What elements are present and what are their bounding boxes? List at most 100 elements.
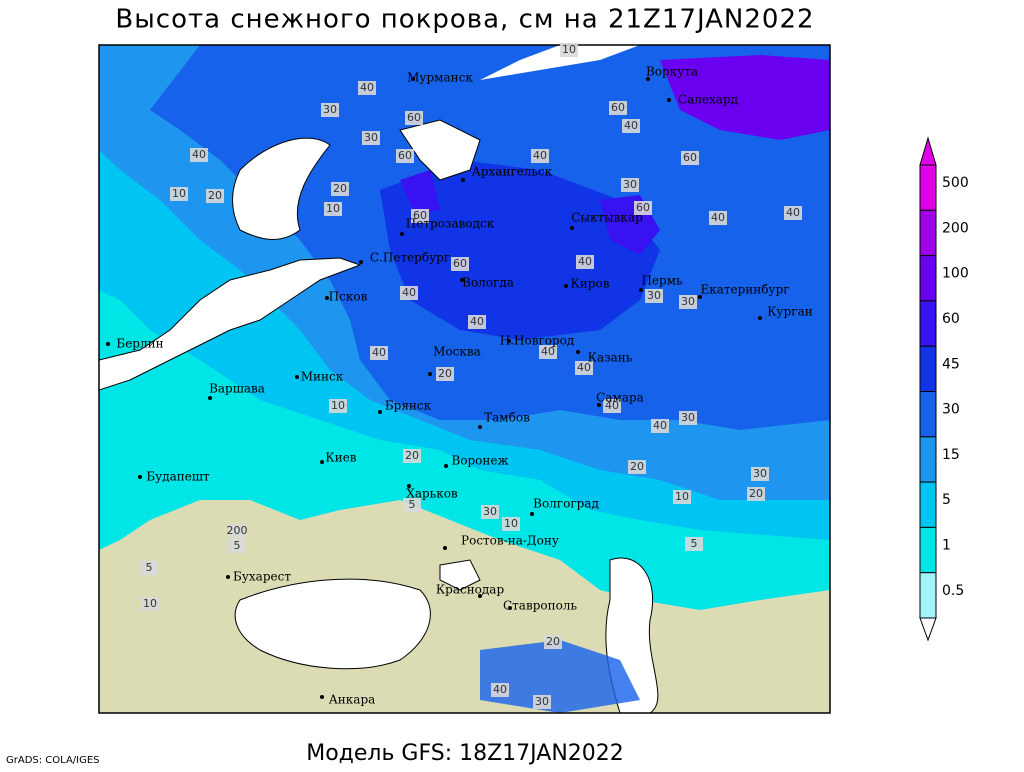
city-dot: [320, 460, 324, 464]
city-dot: [378, 410, 382, 414]
contour-label-box: [324, 202, 342, 216]
city-dot: [138, 475, 142, 479]
city-dot: [667, 98, 671, 102]
labels: 10 40 30 40 60 30 60 60 40 60 20 10 60 20 10 40 30 60 40 40…: [106, 43, 813, 709]
contour-label-box: [576, 255, 594, 269]
contour-label-box: [140, 561, 158, 575]
contour-label-box: [747, 487, 765, 501]
contour-label: 30: [323, 103, 337, 116]
city-dot: [478, 594, 482, 598]
contour-label-box: [362, 131, 380, 145]
contour-label-box: [370, 346, 388, 360]
colorbar-cap-top: [919, 136, 937, 166]
contour-label-box: [400, 286, 418, 300]
contour-label: 30: [681, 295, 695, 308]
city-dot: [460, 278, 464, 282]
contour-label: 40: [786, 206, 800, 219]
contour-label-box: [784, 206, 802, 220]
city-label: Мурманск: [407, 71, 473, 85]
caucasus-snow: [480, 640, 640, 713]
contour-label: 60: [413, 209, 427, 222]
contour-label: 10: [331, 399, 345, 412]
contour-label: 40: [402, 286, 416, 299]
contour-label: 20: [630, 460, 644, 473]
city-dot: [295, 375, 299, 379]
contour-label: 60: [398, 149, 412, 162]
contour-label-box: [681, 151, 699, 165]
contour-label-box: [531, 149, 549, 163]
contour-label: 5: [409, 498, 416, 511]
contour-label-box: [679, 411, 697, 425]
contour-label-box: [411, 209, 429, 223]
contour-label: 20: [546, 635, 560, 648]
contour-label: 60: [453, 257, 467, 270]
contour-label-box: [329, 399, 347, 413]
city-label: С.Петербург: [370, 251, 450, 265]
city-label: Петрозаводск: [406, 217, 495, 231]
city-label: Киев: [325, 451, 356, 465]
contour-label: 200: [227, 524, 248, 537]
contour-label: 40: [605, 399, 619, 412]
contour-label: 10: [143, 597, 157, 610]
contour-label: 20: [405, 449, 419, 462]
contour-label-box: [575, 361, 593, 375]
contour-label: 20: [208, 189, 222, 202]
contour-label-box: [603, 399, 621, 413]
colorbar-band: [919, 436, 937, 483]
contour-label: 5: [691, 537, 698, 550]
footer: Модель GFS: 18Z17JAN2022: [306, 741, 624, 766]
contour-label: 10: [326, 202, 340, 215]
city-dot: [461, 178, 465, 182]
colorbar-label: 30: [942, 402, 960, 418]
contour-label: 20: [333, 182, 347, 195]
contour-label: 60: [636, 201, 650, 214]
city-dot: [508, 606, 512, 610]
contour-label-box: [206, 189, 224, 203]
barents-sea: [480, 45, 640, 80]
colorbar-band: [919, 255, 937, 302]
city-label: Бухарест: [233, 570, 291, 584]
contour-label: 40: [711, 211, 725, 224]
contour-label-box: [645, 289, 663, 303]
contour-label-box: [544, 635, 562, 649]
snow-purple: [660, 55, 830, 140]
city-dot: [646, 77, 650, 81]
sea-of-azov: [439, 559, 481, 591]
city-label: Киров: [571, 277, 610, 291]
white-sea: [399, 119, 481, 181]
city-label: Минск: [301, 370, 344, 384]
city-dot: [758, 316, 762, 320]
city-label: Воронеж: [451, 454, 508, 468]
contour-label: 10: [504, 517, 518, 530]
black-sea: [234, 578, 431, 670]
contour-label: 40: [653, 419, 667, 432]
contour-label-box: [560, 43, 578, 57]
city-dot: [106, 342, 110, 346]
contour-label: 30: [364, 131, 378, 144]
colorbar-label: 5: [942, 492, 951, 508]
colorbar-band: [919, 572, 937, 619]
city-label: Ставрополь: [503, 599, 577, 613]
contour-label: 40: [533, 149, 547, 162]
contour-label-box: [628, 460, 646, 474]
contour-label-box: [141, 597, 159, 611]
city-label: Воркута: [646, 65, 698, 79]
contour-label: 20: [749, 487, 763, 500]
contour-label: 40: [624, 119, 638, 132]
colorbar-band: [919, 481, 937, 528]
contour-label-box: [673, 490, 691, 504]
city-dot: [444, 464, 448, 468]
contour-label: 60: [611, 101, 625, 114]
city-label: Харьков: [406, 487, 458, 501]
contour-label: 20: [438, 367, 452, 380]
city-dot: [478, 425, 482, 429]
city-dot: [325, 296, 329, 300]
contour-label: 40: [577, 361, 591, 374]
city-label: Варшава: [209, 382, 265, 396]
contour-label-box: [622, 119, 640, 133]
colorbar-band: [919, 391, 937, 438]
city-label: Сыктывкар: [571, 211, 643, 225]
colorbar-band: [919, 345, 937, 393]
